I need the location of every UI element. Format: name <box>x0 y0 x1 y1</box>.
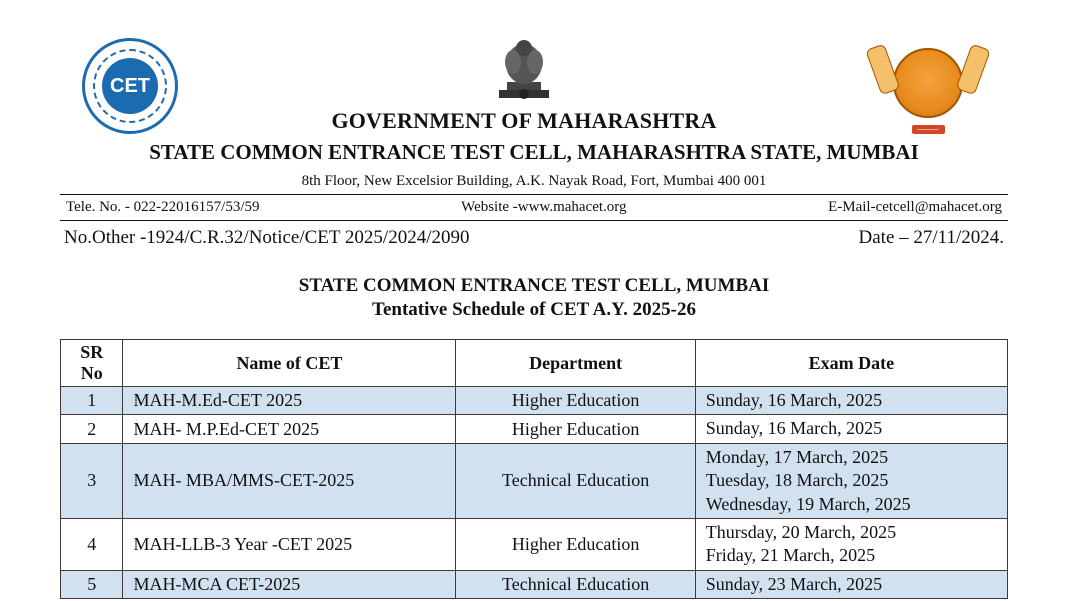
cell-name: MAH- MBA/MMS-CET-2025 <box>123 443 456 518</box>
col-dept: Department <box>456 340 695 387</box>
telephone: Tele. No. - 022-22016157/53/59 <box>66 199 260 216</box>
cell-sr: 5 <box>61 570 123 598</box>
date-line: Wednesday, 19 March, 2025 <box>706 493 997 516</box>
cet-seal-icon: CET <box>82 38 178 134</box>
col-date: Exam Date <box>695 340 1007 387</box>
table-row: 3MAH- MBA/MMS-CET-2025Technical Educatio… <box>61 443 1008 518</box>
website: Website -www.mahacet.org <box>461 199 626 216</box>
cell-dept: Technical Education <box>456 443 695 518</box>
cell-dept: Higher Education <box>456 518 695 570</box>
doc-subheading: Tentative Schedule of CET A.Y. 2025-26 <box>60 299 1008 321</box>
header-logos: CET GOVERNMENT OF MAHARASHTRA <box>60 28 1008 134</box>
cell-sr: 1 <box>61 387 123 415</box>
cell-dept: Higher Education <box>456 415 695 443</box>
date-line: Monday, 17 March, 2025 <box>706 446 997 469</box>
date-line: Sunday, 16 March, 2025 <box>706 389 997 412</box>
state-emblem-banner: ——— <box>912 125 945 134</box>
reference-row: No.Other -1924/C.R.32/Notice/CET 2025/20… <box>60 221 1008 249</box>
date-line: Sunday, 23 March, 2025 <box>706 573 997 596</box>
contact-row: Tele. No. - 022-22016157/53/59 Website -… <box>60 195 1008 221</box>
date-line: Sunday, 16 March, 2025 <box>706 417 997 440</box>
cell-date: Sunday, 16 March, 2025 <box>695 415 1007 443</box>
table-header-row: SR No Name of CET Department Exam Date <box>61 340 1008 387</box>
cell-name: MAH-M.Ed-CET 2025 <box>123 387 456 415</box>
address-line: 8th Floor, New Excelsior Building, A.K. … <box>60 173 1008 195</box>
national-emblem-icon <box>489 28 559 108</box>
cell-name: MAH-LLB-3 Year -CET 2025 <box>123 518 456 570</box>
cell-sr: 3 <box>61 443 123 518</box>
table-row: 1MAH-M.Ed-CET 2025Higher Education Sunday… <box>61 387 1008 415</box>
cell-dept: Technical Education <box>456 570 695 598</box>
reference-number: No.Other -1924/C.R.32/Notice/CET 2025/20… <box>64 227 470 249</box>
state-emblem-container: ——— <box>848 43 1008 134</box>
date-line: Friday, 21 March, 2025 <box>706 544 997 567</box>
doc-heading: STATE COMMON ENTRANCE TEST CELL, MUMBAI <box>60 275 1008 297</box>
table-row: 4MAH-LLB-3 Year -CET 2025Higher Educatio… <box>61 518 1008 570</box>
date-line: Thursday, 20 March, 2025 <box>706 521 997 544</box>
table-row: 2MAH- M.P.Ed-CET 2025Higher Education Sun… <box>61 415 1008 443</box>
reference-date: Date – 27/11/2024. <box>859 227 1004 249</box>
document-page: CET GOVERNMENT OF MAHARASHTRA <box>0 0 1068 599</box>
table-body: 1MAH-M.Ed-CET 2025Higher EducationSunday… <box>61 387 1008 599</box>
cell-sr: 4 <box>61 518 123 570</box>
cell-date: Thursday, 20 March, 2025Friday, 21 March… <box>695 518 1007 570</box>
cell-date: Sunday, 16 March, 2025 <box>695 387 1007 415</box>
col-name: Name of CET <box>123 340 456 387</box>
cell-dept: Higher Education <box>456 387 695 415</box>
cell-date: Sunday, 23 March, 2025 <box>695 570 1007 598</box>
cet-seal-text: CET <box>102 58 158 114</box>
cell-name: MAH- M.P.Ed-CET 2025 <box>123 415 456 443</box>
cell-date: Monday, 17 March, 2025Tuesday, 18 March,… <box>695 443 1007 518</box>
col-sr: SR No <box>61 340 123 387</box>
cell-name: MAH-MCA CET-2025 <box>123 570 456 598</box>
gov-title: GOVERNMENT OF MAHARASHTRA <box>331 108 716 134</box>
center-emblem-container: GOVERNMENT OF MAHARASHTRA <box>200 28 848 134</box>
date-line: Tuesday, 18 March, 2025 <box>706 469 997 492</box>
cell-sr: 2 <box>61 415 123 443</box>
schedule-table: SR No Name of CET Department Exam Date 1… <box>60 339 1008 599</box>
table-row: 5MAH-MCA CET-2025Technical Education Sund… <box>61 570 1008 598</box>
cet-seal-container: CET <box>60 38 200 134</box>
state-emblem-icon <box>868 43 988 123</box>
email: E-Mail-cetcell@mahacet.org <box>828 199 1002 216</box>
cell-title: STATE COMMON ENTRANCE TEST CELL, MAHARAS… <box>60 140 1008 165</box>
